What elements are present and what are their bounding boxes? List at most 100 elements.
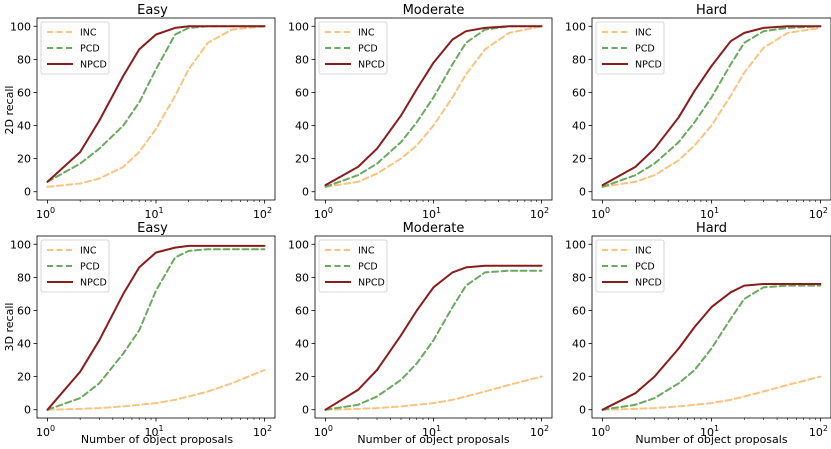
- y-tick-label: 60: [17, 304, 31, 317]
- y-tick-label: 20: [295, 153, 309, 166]
- x-tick-label: 102: [530, 206, 549, 221]
- y-tick-label: 60: [572, 304, 586, 317]
- panel-2d-easy: Easy 2D recall 0 20 40 60 80 100 100 101 102 INC P…: [3, 3, 276, 221]
- series-line-npcd: [601, 283, 822, 411]
- legend-label: INC: [358, 28, 375, 39]
- x-axis-label: Number of object proposals: [81, 433, 233, 446]
- x-tick-label: 101: [700, 424, 719, 439]
- y-tick-label: 20: [295, 371, 309, 384]
- x-tick-label: 101: [144, 424, 163, 439]
- x-tick-label: 101: [422, 206, 441, 221]
- legend-box: [318, 21, 388, 75]
- legend-label: NPCD: [358, 278, 385, 289]
- y-tick-label: 0: [24, 404, 31, 417]
- panel-3d-hard: Hard Number of object proposals 0 20 40 60 8…: [565, 221, 831, 446]
- series-line-npcd: [46, 244, 266, 411]
- x-tick-label: 100: [36, 424, 55, 439]
- y-tick-label: 60: [17, 86, 31, 99]
- legend-label: NPCD: [358, 60, 385, 71]
- legend-label: PCD: [358, 262, 378, 273]
- legend-label: PCD: [80, 262, 100, 273]
- legend: INC PCD NPCD: [40, 239, 110, 293]
- series-line-pcd: [46, 248, 266, 411]
- y-tick-label: 100: [10, 20, 31, 33]
- y-tick-label: 100: [10, 238, 31, 251]
- x-tick-label: 102: [253, 424, 272, 439]
- y-tick-label: 60: [572, 86, 586, 99]
- y-tick-label: 0: [24, 186, 31, 199]
- x-tick-label: 100: [36, 206, 55, 221]
- legend-label: INC: [80, 28, 97, 39]
- legend-label: NPCD: [635, 278, 662, 289]
- y-tick-label: 40: [572, 338, 586, 351]
- panel-title: Easy: [137, 3, 168, 18]
- panel-title: Moderate: [403, 221, 465, 236]
- legend-label: NPCD: [80, 278, 107, 289]
- y-tick-label: 100: [288, 238, 309, 251]
- y-tick-label: 100: [565, 20, 586, 33]
- x-axis-label: Number of object proposals: [357, 433, 509, 446]
- series-line-pcd: [324, 25, 543, 188]
- y-axis-label: 3D recall: [3, 303, 16, 352]
- series-line-npcd: [324, 25, 543, 187]
- legend: INC PCD NPCD: [318, 21, 388, 75]
- series-line-inc: [46, 369, 266, 411]
- y-tick-label: 60: [295, 86, 309, 99]
- legend: INC PCD NPCD: [595, 21, 665, 75]
- panel-title: Hard: [696, 221, 727, 236]
- x-tick-label: 100: [591, 424, 610, 439]
- panel-title: Hard: [696, 3, 727, 18]
- x-tick-label: 101: [700, 206, 719, 221]
- x-tick-label: 102: [530, 424, 549, 439]
- panel-3d-easy: Easy 3D recall Number of object proposal…: [3, 221, 276, 446]
- y-tick-label: 80: [17, 271, 31, 284]
- y-tick-label: 80: [295, 53, 309, 66]
- legend-label: PCD: [635, 262, 655, 273]
- x-tick-label: 101: [422, 424, 441, 439]
- x-axis-label: Number of object proposals: [635, 433, 787, 446]
- y-tick-label: 40: [295, 120, 309, 133]
- y-tick-label: 20: [17, 153, 31, 166]
- legend-label: NPCD: [635, 60, 662, 71]
- y-tick-label: 80: [17, 53, 31, 66]
- legend: INC PCD NPCD: [595, 239, 665, 293]
- x-tick-label: 102: [809, 424, 828, 439]
- x-tick-label: 101: [144, 206, 163, 221]
- y-tick-label: 80: [572, 271, 586, 284]
- y-tick-label: 80: [572, 53, 586, 66]
- legend-label: INC: [358, 246, 375, 257]
- y-tick-label: 80: [295, 271, 309, 284]
- legend-label: PCD: [358, 44, 378, 55]
- series-line-inc: [324, 375, 543, 411]
- y-tick-label: 100: [288, 20, 309, 33]
- y-tick-label: 0: [302, 186, 309, 199]
- legend-label: PCD: [635, 44, 655, 55]
- legend-label: NPCD: [80, 60, 107, 71]
- legend-label: INC: [635, 28, 652, 39]
- y-tick-label: 40: [17, 338, 31, 351]
- panel-title: Easy: [137, 221, 168, 236]
- x-tick-label: 102: [253, 206, 272, 221]
- x-tick-label: 102: [809, 206, 828, 221]
- panel-title: Moderate: [403, 3, 465, 18]
- legend-box: [318, 239, 388, 293]
- y-tick-label: 0: [302, 404, 309, 417]
- legend-label: INC: [80, 246, 97, 257]
- legend-box: [40, 239, 110, 293]
- legend-box: [595, 21, 665, 75]
- series-line-npcd: [46, 25, 266, 183]
- y-tick-label: 0: [579, 186, 586, 199]
- series-line-inc: [601, 26, 822, 188]
- series-line-pcd: [601, 25, 822, 188]
- series-line-npcd: [601, 25, 822, 187]
- y-tick-label: 40: [295, 338, 309, 351]
- panel-2d-hard: Hard 0 20 40 60 80 100 100 101 102 INC PCD NPCD: [565, 3, 831, 221]
- series-line-inc: [46, 25, 266, 188]
- series-line-pcd: [601, 284, 822, 411]
- y-axis-label: 2D recall: [3, 86, 16, 135]
- y-tick-label: 60: [295, 304, 309, 317]
- y-tick-label: 20: [17, 371, 31, 384]
- legend-box: [40, 21, 110, 75]
- x-tick-label: 100: [314, 206, 333, 221]
- y-tick-label: 20: [572, 371, 586, 384]
